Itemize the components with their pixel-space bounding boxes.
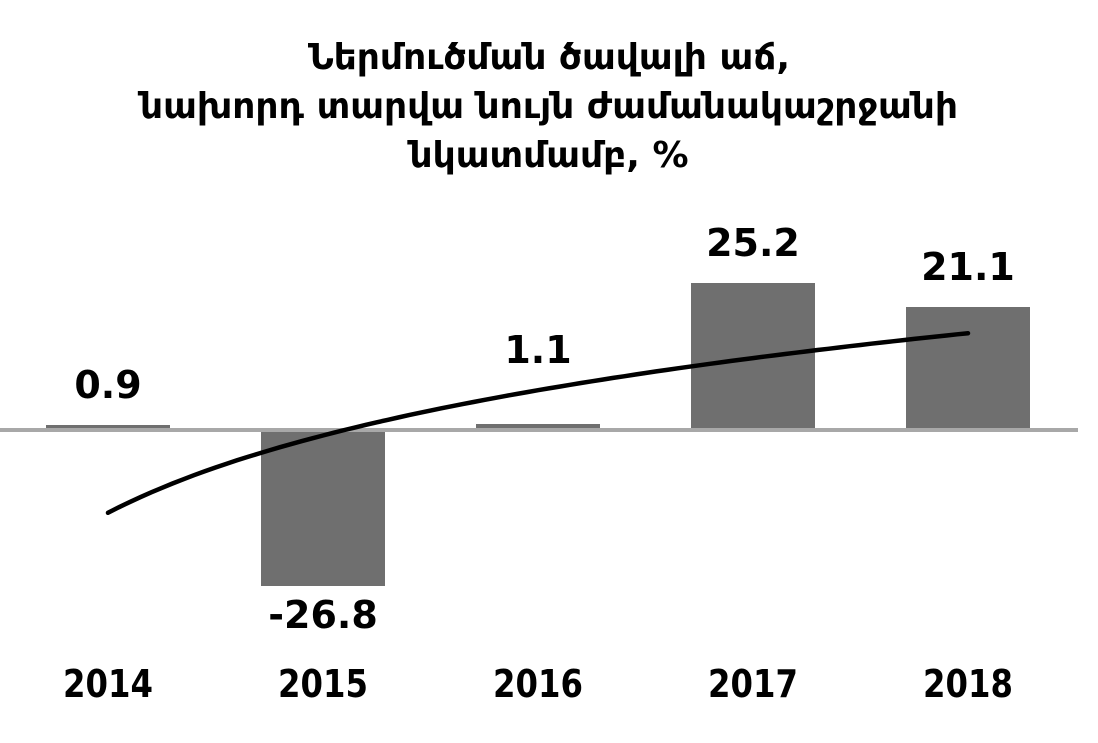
x-axis-label-2014: 2014 [63, 662, 153, 706]
zero-axis-line [0, 428, 1078, 432]
chart-title-line-2: նախորդ տարվա նույն ժամանակաշրջանի [139, 86, 959, 127]
chart-title: Ներմուծման ծավալի աճ, նախորդ տարվա նույն… [0, 33, 1098, 180]
bar-2018 [906, 307, 1030, 430]
x-axis-label-2018: 2018 [923, 662, 1013, 706]
bar-value-label: -26.8 [268, 593, 378, 637]
chart-title-line-3: նկատմամբ, % [409, 135, 689, 176]
x-axis-label-2016: 2016 [493, 662, 583, 706]
x-axis-label-2017: 2017 [708, 662, 798, 706]
bar-2015 [261, 430, 385, 586]
bar-value-label: 0.9 [74, 363, 142, 407]
chart-title-line-1: Ներմուծման ծավալի աճ, [307, 37, 791, 78]
x-axis-label-2015: 2015 [278, 662, 368, 706]
bar-value-label: 25.2 [706, 221, 800, 265]
bar-2017 [691, 283, 815, 430]
bar-value-label: 21.1 [921, 245, 1015, 289]
bar-value-label: 1.1 [504, 328, 572, 372]
